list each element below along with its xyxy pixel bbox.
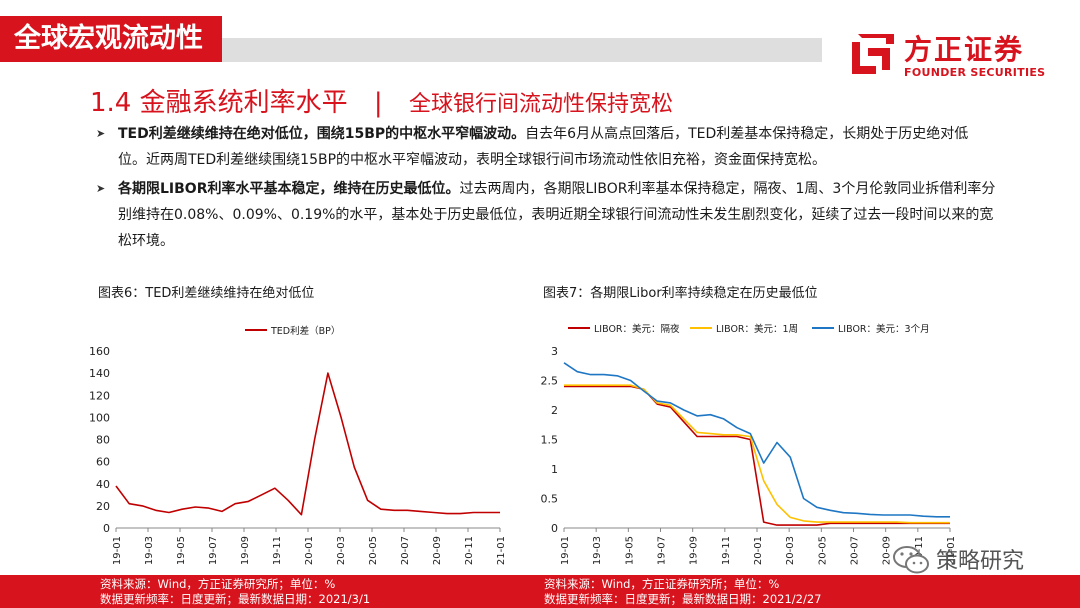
x-tick-label: 19-11 xyxy=(721,536,732,565)
title-number: 1.4 xyxy=(90,88,132,118)
y-tick-label: 1 xyxy=(551,463,558,476)
wechat-watermark: 策略研究 xyxy=(892,543,1062,579)
legend-label: LIBOR：美元：1周 xyxy=(716,323,798,335)
y-tick-label: 0 xyxy=(551,522,558,535)
y-tick-label: 2.5 xyxy=(541,375,559,388)
y-tick-label: 0 xyxy=(103,522,110,535)
title-main: 金融系统利率水平 xyxy=(139,88,348,118)
bullet-bold: TED利差继续维持在绝对低位，围绕15BP的中枢水平窄幅波动。 xyxy=(118,126,526,142)
x-tick-label: 20-07 xyxy=(850,536,861,565)
ted-spread-svg: 0 20 40 60 80 100 120 140 160 19-01 19-03 19-05 19-0… xyxy=(89,325,507,565)
section-tab: 全球宏观流动性 xyxy=(0,16,222,62)
x-tick-label: 20-05 xyxy=(817,536,828,565)
bullet-libor: ➤ 各期限LIBOR利率水平基本稳定，维持在历史最低位。过去两周内，各期限LIB… xyxy=(96,176,996,254)
bullet-text: 过去两周内，各期限LIBOR利率基本保持稳定，隔夜、1周、3个月伦敦同业拆借利率… xyxy=(118,181,996,249)
x-tick-label: 19-01 xyxy=(112,536,123,565)
page-title: 1.4 金融系统利率水平 | 全球银行间流动性保持宽松 xyxy=(90,82,673,119)
x-tick-label: 21-01 xyxy=(946,536,957,565)
series-line-2 xyxy=(563,362,950,518)
y-tick-label: 2 xyxy=(551,404,558,417)
y-tick-label: 100 xyxy=(89,411,110,424)
footer-left: 资料来源：Wind，方正证券研究所；单位：% 数据更新频率：日度更新；最新数据日… xyxy=(100,577,370,607)
x-tick-label: 19-05 xyxy=(176,536,187,565)
y-tick-label: 140 xyxy=(89,367,110,380)
y-tick-label: 3 xyxy=(551,345,558,358)
header-bar xyxy=(222,38,822,62)
bullet-paragraph: 各期限LIBOR利率水平基本稳定，维持在历史最低位。过去两周内，各期限LIBOR… xyxy=(118,176,996,254)
footer-right: 资料来源：Wind，方正证券研究所；单位：% 数据更新频率：日度更新；最新数据日… xyxy=(544,577,821,607)
x-tick-label: 20-05 xyxy=(368,536,379,565)
company-logo: 方正证券 FOUNDER SECURITIES xyxy=(846,30,1080,82)
y-tick-label: 120 xyxy=(89,389,110,402)
x-tick-label: 19-11 xyxy=(272,536,283,565)
footer-bar: 资料来源：Wind，方正证券研究所；单位：% 数据更新频率：日度更新；最新数据日… xyxy=(0,575,1080,608)
series-line-0 xyxy=(564,385,950,526)
logo-chinese: 方正证券 xyxy=(904,33,1025,66)
title-separator: | xyxy=(373,88,383,118)
figure-6-update: 数据更新频率：日度更新；最新数据日期：2021/3/1 xyxy=(100,592,371,606)
x-tick-label: 19-05 xyxy=(624,536,635,565)
libor-svg: 0 0.5 1 1.5 2 2.5 3 19-01 19-03 19-05 19-07 19-09 19… xyxy=(541,323,958,565)
y-tick-label: 60 xyxy=(96,456,110,469)
x-tick-label: 19-03 xyxy=(592,536,603,565)
y-tick-label: 80 xyxy=(96,434,110,447)
libor-chart: 0 0.5 1 1.5 2 2.5 3 19-01 19-03 19-05 19-07 19-09 19… xyxy=(528,320,958,590)
y-tick-label: 20 xyxy=(96,500,110,513)
x-tick-label: 20-03 xyxy=(785,536,796,565)
figure-6-caption: 图表6：TED利差继续维持在绝对低位 xyxy=(98,286,315,301)
legend-label: LIBOR：美元：隔夜 xyxy=(594,323,680,335)
wechat-icon xyxy=(893,546,929,574)
x-tick-label: 19-09 xyxy=(689,536,700,565)
figure-7-source: 资料来源：Wind，方正证券研究所；单位：% xyxy=(544,577,780,591)
figure-6-source: 资料来源：Wind，方正证券研究所；单位：% xyxy=(100,577,336,591)
bullet-text: 自去年6月从高点回落后，TED利差基本保持稳定，长期处于历史绝对低位。近两周TE… xyxy=(118,126,969,168)
bullet-ted: ➤ TED利差继续维持在绝对低位，围绕15BP的中枢水平窄幅波动。自去年6月从高… xyxy=(96,121,996,173)
watermark-text: 策略研究 xyxy=(936,549,1025,574)
ted-spread-chart: 0 20 40 60 80 100 120 140 160 19-01 19-03 19-05 19-0… xyxy=(88,320,508,590)
x-tick-label: 19-07 xyxy=(208,536,219,565)
title-sub: 全球银行间流动性保持宽松 xyxy=(408,92,673,117)
x-tick-label: 20-11 xyxy=(464,536,475,565)
x-tick-label: 20-03 xyxy=(336,536,347,565)
x-tick-label: 20-11 xyxy=(914,536,925,565)
series-line-1 xyxy=(564,384,950,524)
x-tick-label: 21-01 xyxy=(496,536,507,565)
x-tick-label: 20-09 xyxy=(882,536,893,565)
x-tick-label: 20-07 xyxy=(400,536,411,565)
bullet-bold: 各期限LIBOR利率水平基本稳定，维持在历史最低位。 xyxy=(118,181,460,197)
logo-english: FOUNDER SECURITIES xyxy=(904,66,1046,79)
y-tick-label: 1.5 xyxy=(541,434,559,447)
y-tick-label: 40 xyxy=(96,478,110,491)
x-tick-label: 19-09 xyxy=(240,536,251,565)
figure-7-update: 数据更新频率：日度更新；最新数据日期：2021/2/27 xyxy=(544,592,822,606)
legend-label: TED利差（BP） xyxy=(270,325,340,337)
x-tick-label: 20-01 xyxy=(304,536,315,565)
x-tick-label: 19-07 xyxy=(657,536,668,565)
figure-7-caption: 图表7：各期限Libor利率持续稳定在历史最低位 xyxy=(543,286,818,301)
founder-logo-icon xyxy=(852,34,894,74)
x-tick-label: 20-09 xyxy=(432,536,443,565)
y-tick-label: 160 xyxy=(89,345,110,358)
y-tick-label: 0.5 xyxy=(541,493,559,506)
bullet-arrow-icon: ➤ xyxy=(96,127,106,140)
x-tick-label: 19-03 xyxy=(144,536,155,565)
series-line-0 xyxy=(115,372,500,516)
bullet-paragraph: TED利差继续维持在绝对低位，围绕15BP的中枢水平窄幅波动。自去年6月从高点回… xyxy=(118,121,996,173)
bullet-arrow-icon: ➤ xyxy=(96,182,106,195)
x-tick-label: 20-01 xyxy=(753,536,764,565)
legend-label: LIBOR：美元：3个月 xyxy=(838,323,930,335)
x-tick-label: 19-01 xyxy=(560,536,571,565)
